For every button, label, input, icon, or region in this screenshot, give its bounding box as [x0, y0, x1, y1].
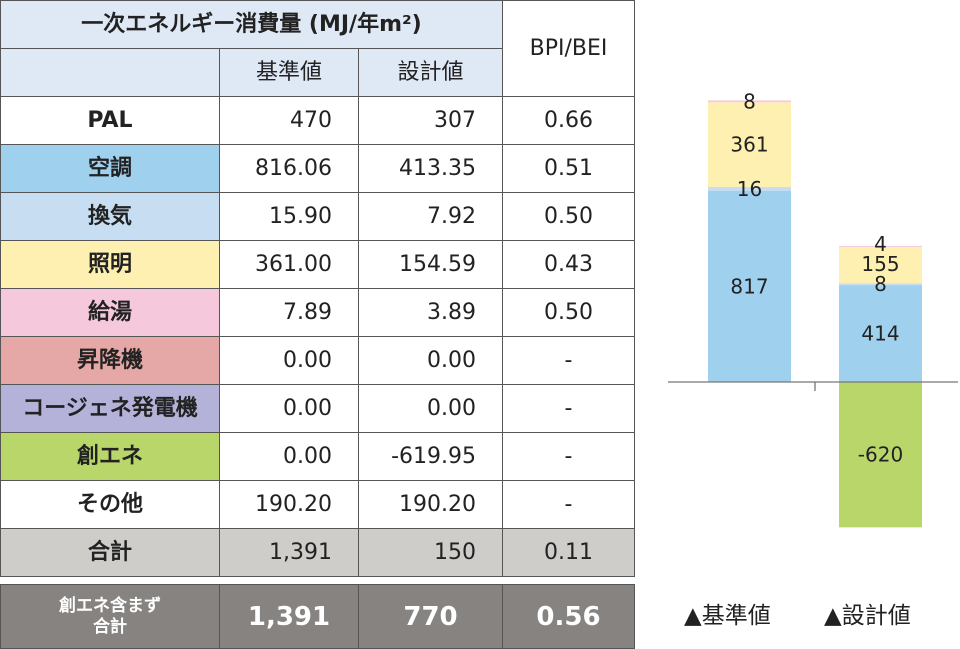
total-row: 合計 1,391 150 0.11: [0, 528, 635, 577]
data-label: 8: [874, 272, 887, 296]
row-design-value: -619.95: [358, 432, 503, 481]
row-design-value: 307: [358, 96, 503, 145]
final-total-design: 770: [358, 584, 503, 649]
row-base-value: 190.20: [219, 480, 359, 529]
table-title: 一次エネルギー消費量 (MJ/年m²): [0, 0, 503, 49]
total-base: 1,391: [219, 528, 359, 577]
row-ratio-value: -: [502, 336, 635, 385]
bar-segment: [839, 382, 922, 528]
total-design: 150: [358, 528, 503, 577]
final-total-base: 1,391: [219, 584, 359, 649]
row-base-value: 470: [219, 96, 359, 145]
data-label: -620: [858, 443, 903, 467]
final-label-line1: 創エネ含まず: [59, 596, 161, 617]
bar-segment: [839, 283, 922, 286]
data-label: 817: [730, 274, 768, 298]
row-label: 創エネ: [0, 432, 220, 481]
row-design-value: 190.20: [358, 480, 503, 529]
row-base-value: 0.00: [219, 432, 359, 481]
col-ratio-header: BPI/BEI: [502, 0, 635, 97]
chart-legend: ▲基準値 ▲設計値: [684, 596, 960, 636]
row-base-value: 0.00: [219, 336, 359, 385]
bar-segment: [708, 186, 791, 191]
final-total-table: 創エネ含まず 合計 1,391 770 0.56: [0, 584, 635, 649]
table-row: その他 190.20 190.20-: [0, 480, 635, 529]
legend-item-design: ▲設計値: [824, 603, 911, 629]
row-label: その他: [0, 480, 220, 529]
col-design-header: 設計値: [358, 48, 503, 97]
row-base-value: 816.06: [219, 144, 359, 193]
table-row: コージェネ発電機 0.00 0.00-: [0, 384, 635, 433]
row-ratio-value: -: [502, 432, 635, 481]
energy-table: 一次エネルギー消費量 (MJ/年m²) BPI/BEI 基準値 設計値 PAL 4…: [0, 0, 635, 577]
data-label: 16: [737, 177, 762, 201]
data-label: 361: [730, 133, 768, 157]
table-row: 空調 816.06 413.35 0.51: [0, 144, 635, 193]
final-label-line2: 合計: [93, 616, 127, 637]
table-row: 給湯 7.89 3.89 0.50: [0, 288, 635, 337]
row-design-value: 7.92: [358, 192, 503, 241]
row-design-value: 0.00: [358, 336, 503, 385]
row-ratio-value: 0.66: [502, 96, 635, 145]
table-row: 照明 361.00 154.59 0.43: [0, 240, 635, 289]
row-label: 空調: [0, 144, 220, 193]
bar-segment: [839, 285, 922, 382]
final-total-ratio: 0.56: [502, 584, 635, 649]
row-label: 給湯: [0, 288, 220, 337]
table-row: 創エネ 0.00 -619.95-: [0, 432, 635, 481]
final-total-row: 創エネ含まず 合計 1,391 770 0.56: [0, 584, 635, 649]
row-label: 照明: [0, 240, 220, 289]
row-design-value: 413.35: [358, 144, 503, 193]
bar-segment: [839, 246, 922, 247]
row-label: PAL: [0, 96, 220, 145]
final-total-label: 創エネ含まず 合計: [0, 584, 220, 649]
row-base-value: 15.90: [219, 192, 359, 241]
col-base-header: 基準値: [219, 48, 359, 97]
table-row: 昇降機 0.00 0.00-: [0, 336, 635, 385]
bar-segment: [708, 190, 791, 382]
table-row: PAL 470 307 0.66: [0, 96, 635, 145]
row-label: コージェネ発電機: [0, 384, 220, 433]
bar-segment: [708, 100, 791, 103]
row-design-value: 3.89: [358, 288, 503, 337]
row-ratio-value: -: [502, 480, 635, 529]
bar-segment: [708, 102, 791, 187]
total-label: 合計: [0, 528, 220, 577]
row-base-value: 7.89: [219, 288, 359, 337]
data-label: 155: [861, 252, 899, 276]
total-ratio: 0.11: [502, 528, 635, 577]
row-ratio-value: 0.51: [502, 144, 635, 193]
data-label: 8: [743, 89, 756, 113]
data-label: 414: [861, 322, 899, 346]
row-design-value: 154.59: [358, 240, 503, 289]
legend-item-base: ▲基準値: [684, 603, 771, 629]
row-label: 換気: [0, 192, 220, 241]
bar-segment: [839, 246, 922, 284]
data-label: 4: [874, 232, 887, 256]
row-ratio-value: 0.50: [502, 288, 635, 337]
